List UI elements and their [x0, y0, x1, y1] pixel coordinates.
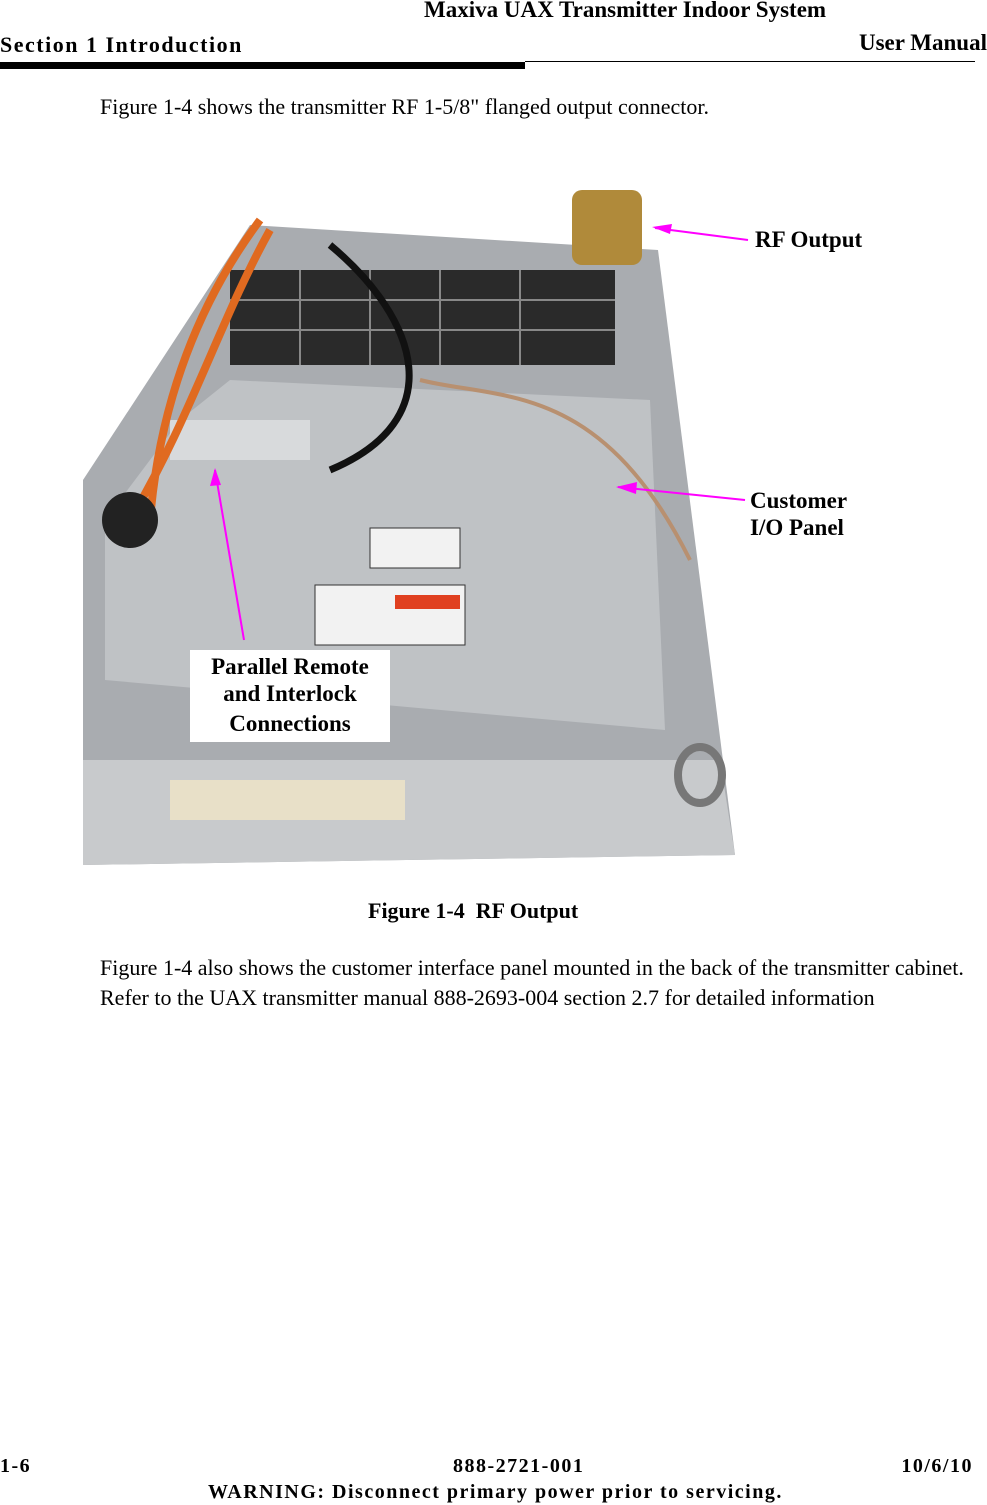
callout-line: Connections — [229, 711, 351, 736]
callout-line: and Interlock — [223, 681, 357, 706]
header-rule-thin — [525, 61, 975, 62]
footer-doc-number: 888-2721-001 — [453, 1455, 585, 1477]
callout-rf-output: RF Output — [755, 227, 863, 252]
intro-text: Figure 1-4 shows the transmitter RF 1-5/… — [100, 94, 709, 119]
callout-line: Parallel Remote — [211, 654, 369, 679]
header-section: Section 1 Introduction — [0, 32, 243, 57]
footer-date: 10/6/10 — [901, 1455, 973, 1477]
callout-line: I/O Panel — [750, 515, 844, 540]
callout-customer-io: Customer I/O Panel — [750, 487, 847, 541]
footer-page: 1-6 — [0, 1455, 32, 1477]
header-rule-thick — [0, 62, 525, 69]
callout-parallel-remote: Parallel Remote and Interlock Connection… — [190, 653, 390, 737]
header-title: Maxiva UAX Transmitter Indoor System — [424, 0, 827, 22]
header-manual: User Manual — [859, 30, 987, 55]
figure-caption: Figure 1-4 RF Output — [368, 898, 579, 923]
figure-photo — [83, 190, 749, 865]
callout-line: Customer — [750, 488, 848, 513]
body-text: Figure 1-4 also shows the customer inter… — [100, 955, 964, 1010]
footer-warning: WARNING: Disconnect primary power prior … — [208, 1481, 783, 1503]
